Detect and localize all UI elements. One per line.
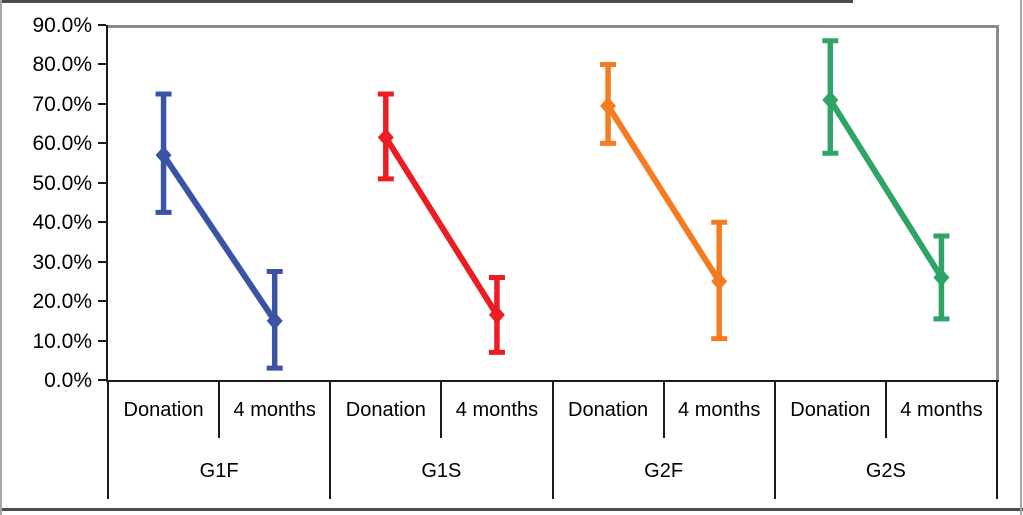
y-tick — [98, 379, 106, 381]
y-tick-label: 20.0% — [32, 290, 92, 314]
figure-frame-bottom — [0, 508, 1023, 511]
y-tick — [98, 24, 106, 26]
category-label-donation: Donation — [568, 399, 649, 421]
figure-frame-left — [0, 0, 2, 515]
y-tick-label: 60.0% — [32, 132, 92, 156]
group-label-G2F: G2F — [644, 460, 684, 482]
series-G2S — [822, 38, 950, 322]
y-tick — [98, 221, 106, 224]
subcategory-divider — [884, 380, 887, 438]
y-tick — [98, 102, 106, 105]
series-line — [605, 104, 722, 283]
y-tick — [98, 339, 106, 342]
y-tick — [98, 181, 106, 184]
category-label-4months: 4 months — [678, 399, 761, 421]
group-label-G2S: G2S — [865, 460, 906, 482]
data-point-marker — [822, 90, 839, 109]
series-G1F — [155, 91, 283, 371]
group-divider — [107, 380, 109, 499]
data-point-marker — [711, 272, 728, 291]
series-G1S — [377, 91, 505, 355]
figure-frame-top — [0, 0, 853, 3]
subcategory-divider — [218, 380, 221, 438]
series-line — [827, 98, 944, 280]
data-point-marker — [600, 96, 617, 115]
y-tick-label: 70.0% — [32, 92, 92, 116]
category-label-4months: 4 months — [455, 399, 539, 421]
data-point-marker — [377, 128, 394, 147]
y-axis-line — [106, 25, 108, 382]
data-point-marker — [266, 311, 283, 330]
y-tick — [98, 260, 106, 263]
plot-border-right — [996, 25, 999, 380]
y-tick-label: 10.0% — [32, 329, 92, 353]
y-tick-label: 30.0% — [32, 250, 92, 274]
group-label-G1F: G1F — [199, 460, 239, 482]
series-line — [161, 153, 278, 323]
y-tick — [98, 142, 106, 145]
group-divider — [551, 380, 554, 499]
group-divider — [773, 380, 776, 499]
y-tick-label: 50.0% — [32, 171, 92, 195]
category-label-4months: 4 months — [233, 399, 316, 421]
y-tick-label: 80.0% — [32, 53, 92, 77]
plot-border-top — [108, 25, 999, 28]
series-G2F — [600, 61, 728, 342]
data-point-marker — [155, 146, 172, 165]
category-label-4months: 4 months — [900, 399, 983, 421]
figure-frame-right — [1020, 0, 1022, 515]
data-point-marker — [933, 268, 950, 287]
category-label-donation: Donation — [345, 399, 426, 421]
category-label-donation: Donation — [790, 399, 871, 421]
group-divider — [329, 380, 332, 499]
category-label-donation: Donation — [123, 399, 204, 421]
y-tick — [98, 63, 106, 66]
group-label-G1S: G1S — [421, 460, 462, 482]
group-divider — [996, 380, 998, 499]
y-tick-label: 90.0% — [32, 14, 92, 37]
y-tick-label: 0.0% — [44, 369, 92, 392]
data-point-marker — [488, 305, 505, 324]
subcategory-divider — [440, 380, 443, 438]
y-tick — [98, 300, 106, 303]
y-tick-label: 40.0% — [32, 211, 92, 235]
subcategory-divider — [662, 380, 665, 438]
series-line — [383, 135, 500, 317]
chart-plot-svg — [155, 38, 950, 371]
